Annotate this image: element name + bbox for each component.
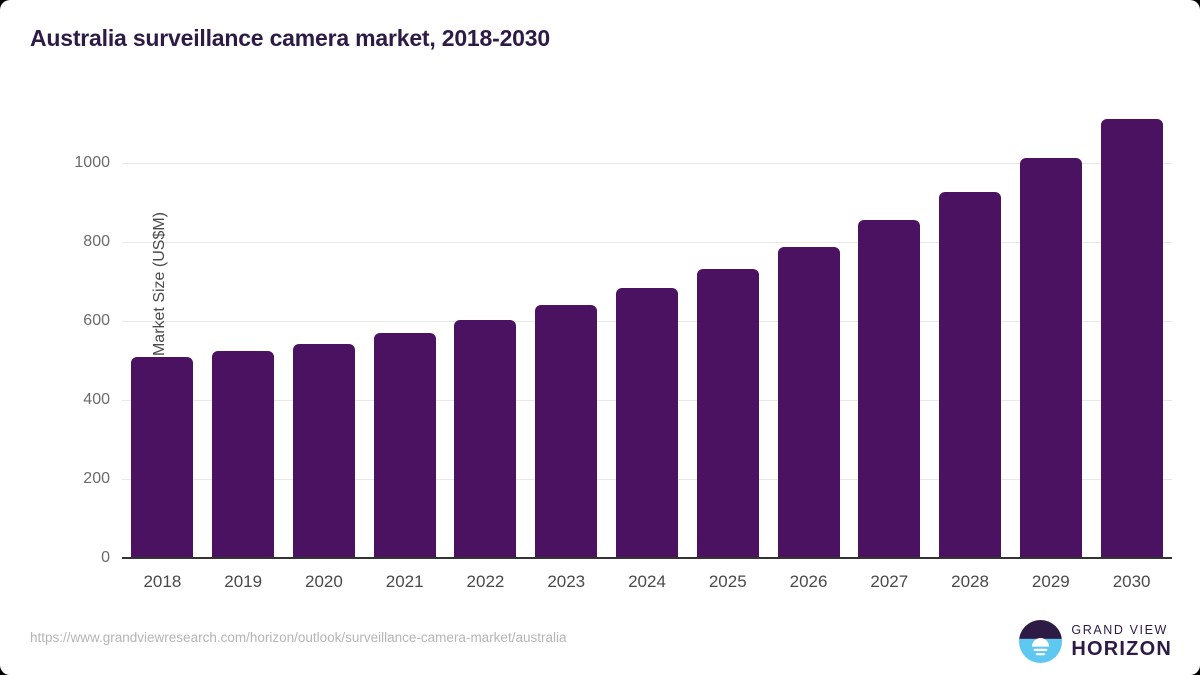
logo-wordmark: GRAND VIEW HORIZON (1071, 624, 1172, 660)
plot-area: 0 200 400 600 800 1000 2018 2019 2020 2021 2022 20… (74, 100, 1172, 591)
bar-2018[interactable] (131, 357, 194, 558)
x-axis-tick-label: 2023 (547, 572, 586, 591)
x-axis-tick-label: 2028 (951, 572, 989, 591)
x-axis-tick-label: 2024 (628, 572, 666, 591)
x-axis-tick-label: 2020 (305, 572, 343, 591)
bar-2022[interactable] (454, 319, 517, 558)
x-axis-tick-label: 2026 (789, 572, 828, 591)
y-axis-tick-label: 800 (83, 233, 110, 251)
bar-slot (526, 100, 607, 558)
x-axis-tick-label: 2021 (385, 572, 424, 591)
bar-2023[interactable] (535, 305, 598, 558)
x-axis-tick-label: 2025 (708, 572, 747, 591)
bar-2030[interactable] (1100, 118, 1163, 558)
x-axis-tick-label: 2022 (466, 572, 505, 591)
bar-2024[interactable] (615, 287, 678, 558)
bar-slot (122, 100, 203, 558)
bar-slot (1010, 100, 1091, 558)
x-axis-line (122, 557, 1172, 559)
bar-2019[interactable] (212, 351, 275, 558)
logo-line-2: HORIZON (1071, 638, 1172, 661)
grand-view-horizon-logo-icon (1019, 620, 1063, 663)
bar-slot (284, 100, 365, 558)
brand-logo[interactable]: GRAND VIEW HORIZON (1019, 620, 1172, 663)
x-axis-tick-label: 2018 (143, 572, 182, 591)
bar-2025[interactable] (696, 268, 759, 558)
y-axis-tick-label: 1000 (74, 154, 110, 172)
y-axis-tick-label: 200 (83, 470, 110, 488)
x-axis-tick-label: 2030 (1112, 572, 1151, 591)
bar-slot (445, 100, 526, 558)
y-axis-tick-label: 400 (83, 391, 110, 409)
y-axis-tick-label: 0 (101, 549, 110, 566)
bar-slot (607, 100, 688, 558)
x-axis-tick-label: 2027 (870, 572, 909, 591)
page-title: Australia surveillance camera market, 20… (30, 25, 550, 51)
bar-slot (930, 100, 1011, 558)
bar-2021[interactable] (373, 332, 436, 558)
bar-2029[interactable] (1019, 158, 1082, 558)
bar-2020[interactable] (292, 344, 355, 558)
bar-slot (849, 100, 930, 558)
x-axis-tick-label: 2019 (224, 572, 263, 591)
bar-slot (364, 100, 445, 558)
gridline (122, 242, 1172, 244)
bar-2028[interactable] (939, 191, 1002, 558)
bar-slot (768, 100, 849, 558)
source-url[interactable]: https://www.grandviewresearch.com/horizo… (30, 630, 567, 645)
bar-slot (1091, 100, 1172, 558)
gridline (122, 163, 1172, 165)
y-axis-tick-label: 600 (83, 312, 110, 330)
bar-slot (203, 100, 284, 558)
bar-2027[interactable] (858, 220, 921, 558)
bar-slot (687, 100, 768, 558)
logo-line-1: GRAND VIEW (1071, 622, 1168, 637)
x-axis-tick-label: 2029 (1031, 572, 1070, 591)
bar-2026[interactable] (777, 246, 840, 558)
y-axis-title: Market Size (US$M) (151, 211, 168, 357)
